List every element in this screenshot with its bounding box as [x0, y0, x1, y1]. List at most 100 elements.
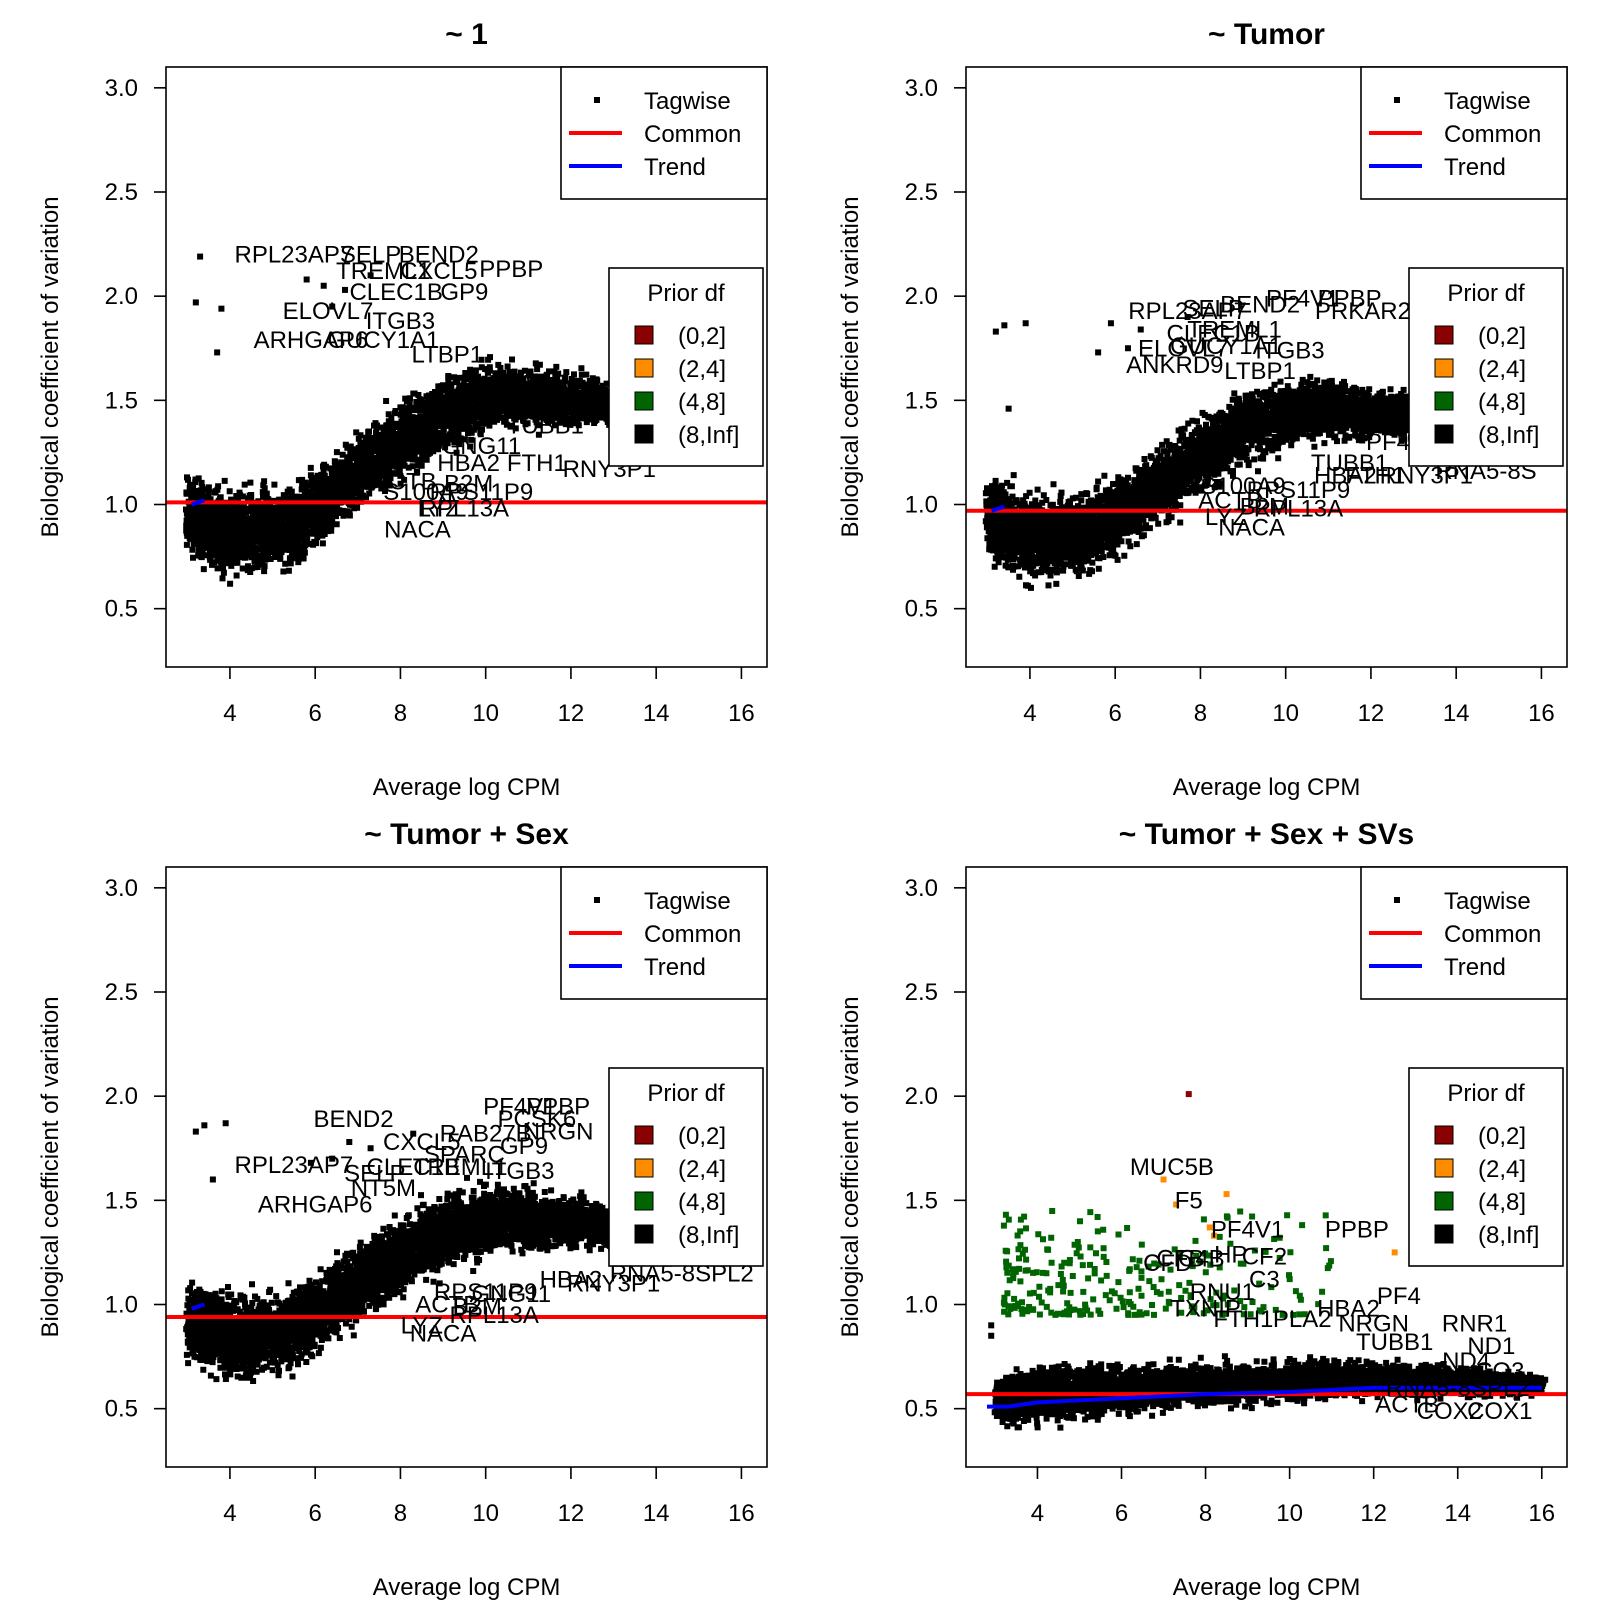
- legend-entry-label: Common: [1444, 121, 1541, 148]
- legend-entry-label: Trend: [1444, 154, 1506, 181]
- gene-label: CO3: [1475, 1358, 1524, 1385]
- gene-label: ARHGAP6: [254, 327, 369, 354]
- tagwise-outlier-point: [1001, 322, 1008, 329]
- tagwise-outlier-point: [342, 286, 349, 293]
- prior-df-label: (0,2]: [1478, 323, 1526, 350]
- gene-label: RPL23AP7: [234, 242, 353, 269]
- tagwise-outlier-point: [209, 1176, 216, 1183]
- tagwise-points: [183, 1120, 672, 1384]
- y-tick-label: 0.5: [905, 1396, 938, 1423]
- gene-label: RAB27B: [440, 1121, 532, 1148]
- y-tick-label: 1.5: [105, 387, 138, 414]
- x-tick-label: 14: [1444, 1500, 1471, 1527]
- gene-label: CFB: [1156, 1246, 1204, 1273]
- prior-df-label: (4,8]: [1478, 389, 1526, 416]
- gene-label: GNG11: [471, 1281, 551, 1308]
- tagwise-outlier-point: [1391, 1249, 1398, 1256]
- gene-label: ELOVL7: [1138, 335, 1229, 362]
- gene-label: GUCY1A1: [327, 327, 439, 354]
- gene-label: MUC5B: [1130, 1154, 1214, 1181]
- y-tick-label: 3.0: [905, 75, 938, 102]
- gene-label: PF4: [1377, 1283, 1421, 1310]
- gene-label: PF4V1: [1211, 1217, 1284, 1244]
- gene-label: CXCL5: [383, 1129, 460, 1156]
- gene-label: PPBP: [1318, 285, 1382, 312]
- gene-label: TUBB1: [1311, 450, 1388, 477]
- gene-label: FTH1: [1213, 1306, 1273, 1333]
- y-tick-label: 2.5: [905, 179, 938, 206]
- tagwise-outlier-point: [346, 1139, 353, 1145]
- gene-label: S100A9: [383, 479, 468, 506]
- bcv-panel: ~ Tumor + Sex Average log CPM Biological c…: [37, 818, 768, 1600]
- trend-bcv-line: [990, 504, 1006, 513]
- gene-label: HBA2: [437, 450, 500, 477]
- gene-label: LYZ: [1205, 504, 1247, 531]
- y-tick-label: 2.0: [905, 1083, 938, 1110]
- legend-main: Tagwise Common Trend: [1360, 66, 1568, 200]
- x-tick-label: 8: [394, 700, 407, 727]
- gene-label: TREML1: [336, 258, 431, 285]
- gene-label: B2M: [452, 1294, 501, 1321]
- gene-label: PF4: [549, 383, 593, 410]
- prior-df-swatch: [1434, 1224, 1454, 1244]
- x-tick-label: 12: [1360, 1500, 1387, 1527]
- x-axis-label: Average log CPM: [1173, 774, 1361, 801]
- prior-df-swatch: [634, 1158, 654, 1178]
- panel-title: ~ Tumor + Sex: [364, 818, 569, 851]
- tagwise-point-cloud: [183, 1174, 672, 1384]
- gene-label: B2M: [444, 471, 493, 498]
- prior-df-swatch: [1434, 325, 1454, 345]
- gene-label: PPBP: [1325, 1217, 1389, 1244]
- prior-df-swatch: [1434, 1125, 1454, 1145]
- gene-label: ITGB3: [485, 1158, 554, 1185]
- tagwise-outlier-point: [1184, 314, 1191, 320]
- legend-entry-label: Common: [644, 921, 741, 948]
- gene-label: RPS11P9: [430, 479, 534, 506]
- tagwise-outlier-point: [218, 305, 225, 312]
- prior-df-swatch: [634, 1125, 654, 1145]
- x-tick-label: 14: [1443, 700, 1470, 727]
- x-tick-label: 14: [643, 700, 670, 727]
- y-tick-label: 1.0: [905, 492, 938, 519]
- legend-prior-df: Prior df (0,2] (2,4] (4,8] (8,Inf]: [1408, 267, 1564, 467]
- prior-df-label: (4,8]: [678, 389, 726, 416]
- prior-df-label: (2,4]: [678, 1156, 726, 1183]
- x-tick-label: 12: [558, 700, 585, 727]
- prior-df-swatch: [1434, 424, 1454, 444]
- y-axis-label: Biological coefficient of variation: [837, 996, 864, 1337]
- legend-entry-label: Trend: [644, 954, 706, 981]
- gene-label: HBA2: [540, 1267, 603, 1294]
- gene-label: ACTB: [1375, 1392, 1439, 1419]
- gene-label: TUBB1: [1356, 1329, 1433, 1356]
- gene-label: RPL23AP7: [1128, 298, 1247, 325]
- prior-df-swatch: [634, 1224, 654, 1244]
- gene-label: HP: [1214, 1242, 1247, 1269]
- y-tick-label: 2.0: [105, 283, 138, 310]
- tagwise-outlier-point: [222, 1120, 229, 1127]
- gene-label: CFD: [1143, 1250, 1192, 1277]
- legend-prior-df: Prior df (0,2] (2,4] (4,8] (8,Inf]: [1408, 1067, 1564, 1267]
- y-tick-label: 2.5: [105, 179, 138, 206]
- x-tick-label: 16: [728, 700, 755, 727]
- y-tick-label: 1.5: [905, 1187, 938, 1214]
- gene-label: PF4V1: [1266, 285, 1339, 312]
- gene-label: ND1: [1467, 1333, 1515, 1360]
- gene-label: C4B: [1178, 1246, 1225, 1273]
- gene-label: CF2: [1242, 1244, 1287, 1271]
- gene-label: RPL23AP7: [234, 1152, 353, 1179]
- prior-df-label: (8,Inf]: [678, 422, 739, 449]
- prior-df-label: (8,Inf]: [678, 1222, 739, 1249]
- x-tick-label: 16: [1528, 700, 1555, 727]
- tagwise-outlier-point: [329, 1155, 336, 1162]
- gene-label: RNU1: [1190, 1279, 1255, 1306]
- gene-label: ACTB: [415, 1292, 479, 1319]
- plot-frame: [165, 66, 768, 668]
- bcv-panel: ~ Tumor Average log CPM Biological coeffic…: [837, 18, 1568, 801]
- gene-label: RNR1: [1442, 1310, 1507, 1337]
- gene-label: TREML1: [413, 1154, 508, 1181]
- tagwise-outlier-point: [1206, 1224, 1213, 1231]
- gene-label: LYZ: [418, 496, 460, 523]
- legend-entry-label: Tagwise: [644, 888, 731, 915]
